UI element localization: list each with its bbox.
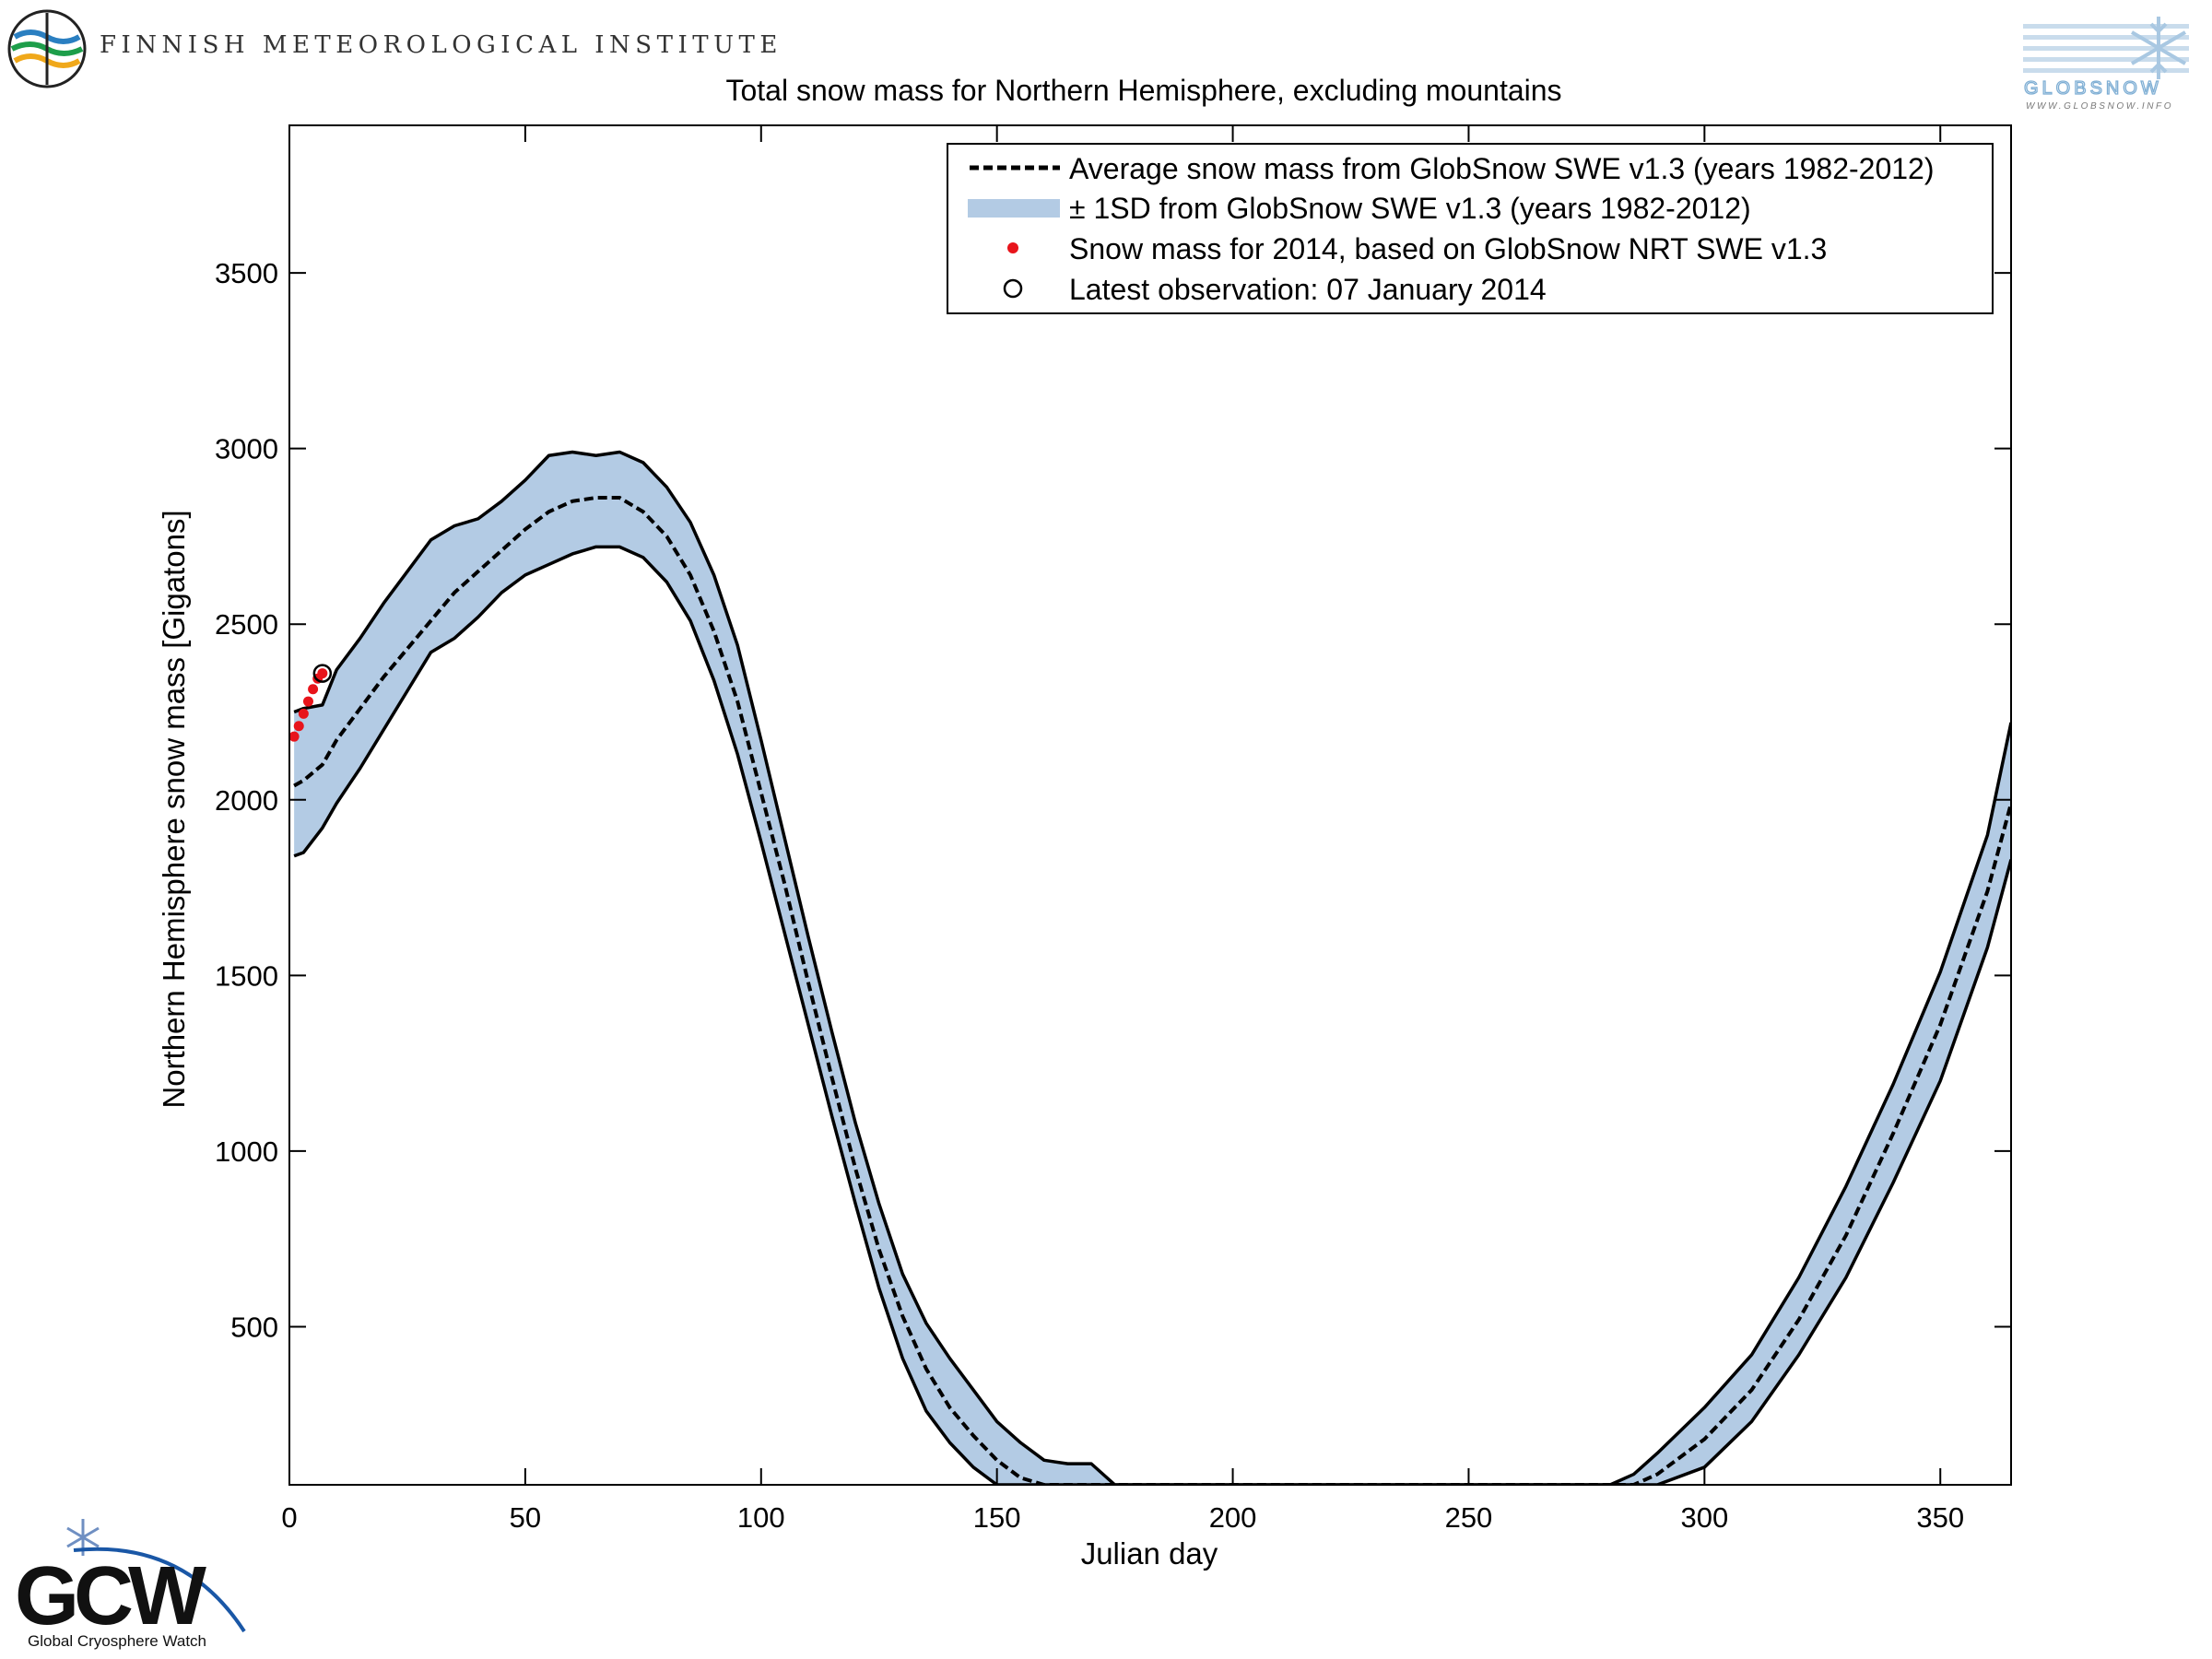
gcw-wordmark: GCW [15, 1550, 206, 1642]
average-line [293, 496, 2011, 1485]
y-axis-label: Northern Hemisphere snow mass [Gigatons] [157, 510, 191, 1108]
legend-label-band: ± 1SD from GlobSnow SWE v1.3 (years 1982… [1069, 192, 1751, 225]
plot-area [289, 450, 2011, 1485]
snow-mass-2014-point [298, 708, 309, 719]
gcw-caption: Global Cryosphere Watch [28, 1632, 206, 1650]
legend: Average snow mass from GlobSnow SWE v1.3… [947, 143, 1994, 314]
legend-swatch-band [968, 199, 1060, 218]
axes: 0 50 100 150 200 250 300 350 500 1000 1500 2000 2500… [215, 124, 2012, 1534]
sd-band [294, 452, 2011, 1485]
x-tick-label: 150 [973, 1501, 1021, 1534]
plot-frame [288, 124, 2012, 1486]
y-tick-label: 3000 [215, 433, 278, 465]
latest-observation-marker [312, 664, 333, 683]
snow-mass-2014-point [289, 731, 300, 742]
legend-label-average: Average snow mass from GlobSnow SWE v1.3… [1069, 152, 1935, 185]
y-tick-label: 2500 [215, 608, 278, 641]
y-tick-label: 1000 [215, 1135, 278, 1168]
gcw-arc [73, 1547, 246, 1633]
globsnow-wordmark: GLOBSNOW [2024, 78, 2162, 99]
snowflake-icon: GLOBSNOW WWW.GLOBSNOW.INFO [2023, 17, 2189, 112]
legend-box [947, 143, 1994, 314]
x-tick-label: 350 [1916, 1501, 1964, 1534]
fmi-logo-icon [7, 9, 87, 88]
legend-label-latest: Latest observation: 07 January 2014 [1069, 273, 1547, 306]
legend-label-2014: Snow mass for 2014, based on GlobSnow NR… [1069, 232, 1827, 265]
y-tick-label: 2000 [215, 784, 278, 817]
globsnow-logo: GLOBSNOW WWW.GLOBSNOW.INFO [2018, 9, 2212, 115]
snow-mass-2014-point [308, 684, 319, 695]
x-tick-label: 300 [1680, 1501, 1728, 1534]
chart-title: Total snow mass for Northern Hemisphere,… [725, 74, 1561, 107]
x-tick-label: 250 [1445, 1501, 1493, 1534]
x-tick-label: 100 [737, 1501, 785, 1534]
legend-swatch-latest [1003, 278, 1023, 299]
plus-1sd-line [293, 450, 2011, 1485]
minus-1sd-line [293, 545, 2011, 1485]
org-name: FINNISH METEOROLOGICAL INSTITUTE [100, 31, 782, 59]
x-tick-label: 0 [281, 1501, 297, 1534]
snow-mass-2014-point [302, 696, 313, 707]
x-tick-label: 50 [510, 1501, 541, 1534]
gcw-logo: GCW Global Cryosphere Watch [9, 1512, 249, 1654]
x-axis-label: Julian day [1081, 1536, 1218, 1571]
snow-mass-2014-point [293, 721, 304, 732]
y-tick-label: 3500 [215, 257, 278, 289]
y-tick-label: 1500 [215, 959, 278, 992]
y-tick-label: 500 [230, 1311, 278, 1343]
globsnow-url: WWW.GLOBSNOW.INFO [2026, 101, 2173, 111]
snow-mass-2014-point [317, 668, 328, 679]
legend-swatch-2014 [1007, 242, 1018, 253]
x-tick-label: 200 [1209, 1501, 1257, 1534]
